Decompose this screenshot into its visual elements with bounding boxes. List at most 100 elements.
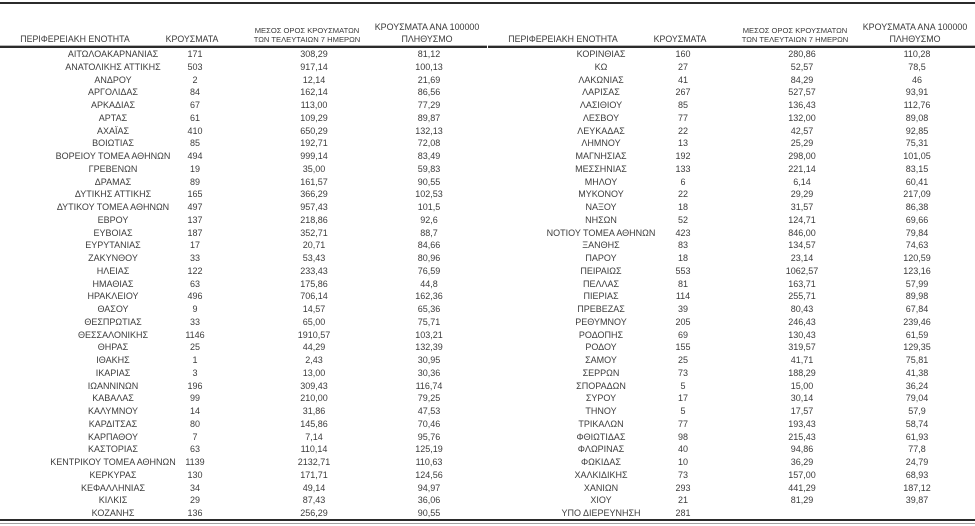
per100k-cell: 83,49	[417, 151, 441, 161]
region-cell: ΚΑΡΠΑΘΟΥ	[87, 431, 139, 442]
per100k-cell: 101,05	[903, 151, 931, 161]
avg7-cell: 233,43	[300, 265, 328, 276]
per100k-cell: 30,36	[417, 367, 441, 378]
avg7-cell: 130,43	[788, 329, 816, 340]
region-cell: ΛΕΥΚΑΔΑΣ	[577, 125, 625, 136]
avg7-cell: 171,71	[300, 469, 328, 480]
table-row: ΞΑΝΘΗΣ 83 134,57 74,63	[488, 239, 975, 252]
avg7-cell: 7,14	[305, 431, 323, 442]
region-cell: ΑΡΤΑΣ	[98, 112, 128, 123]
avg7-cell: 917,14	[300, 61, 328, 72]
per100k-cell: 132,13	[415, 125, 443, 136]
table-row: ΝΑΞΟΥ 18 31,57 86,38	[488, 201, 975, 214]
per100k-cell: 30,95	[417, 355, 441, 365]
cases-cell: 52	[677, 214, 689, 225]
table-row: ΣΑΜΟΥ 25 41,71 75,81	[488, 354, 975, 367]
table-row: ΙΘΑΚΗΣ 1 2,43 30,95	[0, 354, 487, 367]
per100k-cell: 58,74	[905, 418, 929, 429]
per100k-cell: 77,29	[417, 100, 441, 110]
cases-cell: 114	[675, 291, 691, 302]
cases-cell: 63	[189, 278, 201, 289]
cases-cell: 187	[187, 227, 203, 238]
cases-cell: 81	[677, 278, 689, 289]
table-row: ΕΥΒΟΙΑΣ 187 352,71 88,7	[0, 227, 487, 240]
table-row: ΘΕΣΣΑΛΟΝΙΚΗΣ 1146 1910,57 103,21	[0, 329, 487, 342]
regional-units-table-right: ΠΕΡΙΦΕΡΕΙΑΚΗ ΕΝΟΤΗΤΑ ΚΡΟΥΣΜΑΤΑ ΜΕΣΟΣ ΟΡΟ…	[488, 0, 975, 526]
avg7-cell: 134,57	[788, 240, 816, 251]
region-cell: ΑΝΔΡΟΥ	[94, 74, 132, 85]
table-row: ΠΕΙΡΑΙΩΣ 553 1062,57 123,16	[488, 265, 975, 278]
table-row: ΚΑΡΔΙΤΣΑΣ 80 145,86 70,46	[0, 418, 487, 431]
table-header-right: ΠΕΡΙΦΕΡΕΙΑΚΗ ΕΝΟΤΗΤΑ ΚΡΟΥΣΜΑΤΑ ΜΕΣΟΣ ΟΡΟ…	[488, 4, 975, 46]
per100k-cell: 86,56	[417, 87, 441, 98]
table-row: ΡΟΔΟΥ 155 319,57 129,35	[488, 341, 975, 354]
avg7-cell: 309,43	[300, 380, 328, 391]
table-row: ΛΕΥΚΑΔΑΣ 22 42,57 92,85	[488, 125, 975, 138]
region-cell: ΦΛΩΡΙΝΑΣ	[577, 444, 625, 455]
region-cell: ΗΛΕΙΑΣ	[96, 265, 130, 276]
per100k-cell: 70,46	[417, 418, 441, 429]
table-row: ΦΛΩΡΙΝΑΣ 40 94,86 77,8	[488, 443, 975, 456]
avg7-cell: 999,14	[300, 151, 328, 161]
avg7-cell: 162,14	[300, 87, 328, 98]
avg7-cell: 35,00	[302, 163, 326, 174]
avg7-cell: 109,29	[300, 112, 328, 123]
region-cell: ΓΡΕΒΕΝΩΝ	[88, 163, 138, 174]
region-cell: ΚΕΝΤΡΙΚΟΥ ΤΟΜΕΑ ΑΘΗΝΩΝ	[50, 457, 176, 467]
column-header-avg7: ΜΕΣΟΣ ΟΡΟΣ ΚΡΟΥΣΜΑΤΩΝ ΤΩΝ ΤΕΛΕΥΤΑΙΩΝ 7 ΗΜ…	[741, 25, 849, 45]
cases-cell: 155	[675, 342, 691, 353]
table-row: ΖΑΚΥΝΘΟΥ 33 53,43 80,96	[0, 252, 487, 265]
per100k-cell: 79,25	[417, 393, 441, 404]
avg7-cell: 352,71	[300, 227, 328, 238]
table-row: ΚΕΡΚΥΡΑΣ 130 171,71 124,56	[0, 469, 487, 482]
table-row: ΜΥΚΟΝΟΥ 22 29,29 217,09	[488, 188, 975, 201]
header-rule-gray	[0, 44, 487, 46]
table-row: ΕΒΡΟΥ 137 218,86 92,6	[0, 214, 487, 227]
cases-cell: 10	[677, 457, 689, 467]
avg7-cell: 80,43	[790, 304, 814, 314]
cases-cell: 494	[187, 151, 203, 161]
region-cell: ΥΠΟ ΔΙΕΡΕΥΝΗΣΗ	[561, 508, 641, 518]
avg7-cell: 366,29	[300, 189, 328, 200]
per100k-cell: 78,5	[908, 61, 926, 72]
avg7-cell: 650,29	[300, 125, 328, 136]
per100k-cell: 75,81	[905, 355, 929, 365]
avg7-cell: 31,86	[302, 406, 326, 416]
table-row: ΦΘΙΩΤΙΔΑΣ 98 215,43 61,93	[488, 431, 975, 444]
region-cell: ΧΑΝΙΩΝ	[583, 482, 619, 493]
table-row: ΡΟΔΟΠΗΣ 69 130,43 61,59	[488, 329, 975, 342]
region-cell: ΚΩ	[594, 61, 608, 72]
per100k-cell: 74,63	[905, 240, 929, 251]
top-rule	[0, 2, 975, 4]
avg7-cell: 846,00	[788, 227, 816, 238]
region-cell: ΙΩΑΝΝΙΝΩΝ	[87, 380, 139, 391]
avg7-cell: 124,71	[788, 214, 816, 225]
table-row: ΚΙΛΚΙΣ 29 87,43 36,06	[0, 494, 487, 507]
cases-cell: 137	[187, 214, 203, 225]
table-row: ΠΑΡΟΥ 18 23,14 120,59	[488, 252, 975, 265]
avg7-cell: 23,14	[790, 253, 814, 263]
avg7-cell: 255,71	[788, 291, 816, 302]
region-cell: ΛΑΡΙΣΑΣ	[582, 87, 620, 98]
per100k-cell: 57,99	[905, 278, 929, 289]
cases-cell: 1139	[185, 457, 205, 467]
region-cell: ΚΟΡΙΝΘΙΑΣ	[576, 49, 626, 59]
avg7-cell: 15,00	[790, 380, 814, 391]
table-row: ΛΑΡΙΣΑΣ 267 527,57 93,91	[488, 86, 975, 99]
cases-cell: 122	[187, 265, 203, 276]
column-header-region: ΠΕΡΙΦΕΡΕΙΑΚΗ ΕΝΟΤΗΤΑ	[20, 34, 130, 44]
region-cell: ΔΥΤΙΚΗΣ ΑΤΤΙΚΗΣ	[74, 189, 152, 200]
table-row: ΚΑΛΥΜΝΟΥ 14 31,86 47,53	[0, 405, 487, 418]
avg7-cell: 49,14	[302, 482, 326, 493]
avg7-cell: 25,29	[790, 138, 814, 149]
table-row: ΚΩ 27 52,57 78,5	[488, 61, 975, 74]
per100k-cell: 102,53	[415, 189, 443, 200]
region-cell: ΘΕΣΠΡΩΤΙΑΣ	[84, 316, 142, 327]
table-row: ΑΡΚΑΔΙΑΣ 67 113,00 77,29	[0, 99, 487, 112]
table-row: ΕΥΡΥΤΑΝΙΑΣ 17 20,71 84,66	[0, 239, 487, 252]
table-row: ΛΑΚΩΝΙΑΣ 41 84,29 46	[488, 74, 975, 87]
table-row: ΤΗΝΟΥ 5 17,57 57,9	[488, 405, 975, 418]
cases-cell: 136	[187, 508, 203, 518]
region-cell: ΣΥΡΟΥ	[585, 393, 617, 404]
table-row: ΜΕΣΣΗΝΙΑΣ 133 221,14 83,15	[488, 163, 975, 176]
